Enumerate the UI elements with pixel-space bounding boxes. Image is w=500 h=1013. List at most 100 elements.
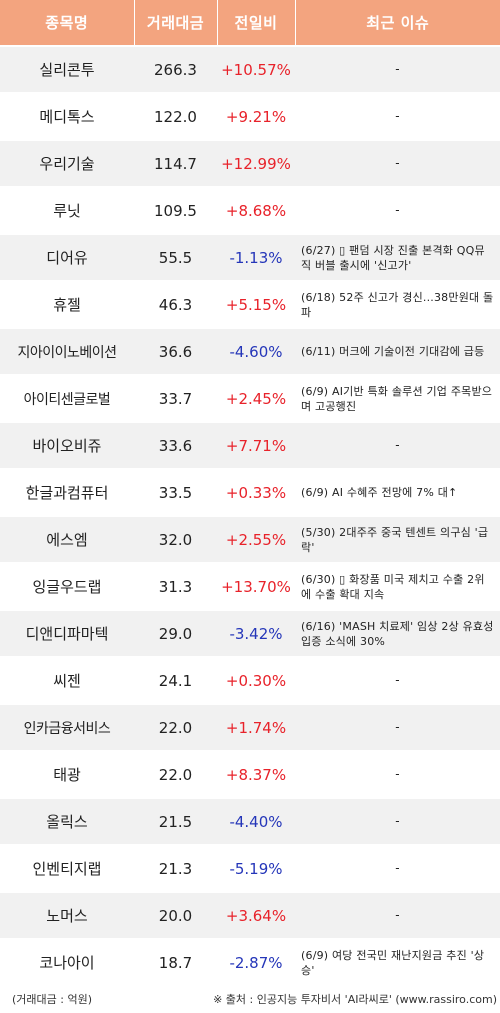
stock-table: 종목명 거래대금 전일비 최근 이슈 실리콘투 266.3 +10.57% - 메디톡스… — [0, 0, 500, 985]
trading-volume: 33.7 — [134, 374, 217, 422]
table-row[interactable]: 지아이이노베이션 36.6 -4.60% (6/11) 머크에 기술이전 기대감에 급… — [0, 327, 500, 375]
change-rate: -2.87% — [217, 938, 295, 985]
stock-name[interactable]: 노머스 — [0, 891, 134, 939]
change-rate: -5.19% — [217, 844, 295, 892]
table-row[interactable]: 루닛 109.5 +8.68% - — [0, 186, 500, 234]
change-rate: -1.13% — [217, 233, 295, 281]
header-change[interactable]: 전일비 — [217, 0, 296, 46]
trading-volume: 114.7 — [134, 139, 217, 187]
header-volume[interactable]: 거래대금 — [134, 0, 218, 46]
stock-name[interactable]: 지아이이노베이션 — [0, 327, 134, 375]
recent-issue: - — [295, 703, 500, 751]
stock-name[interactable]: 휴젤 — [0, 280, 134, 328]
issue-text: - — [395, 767, 400, 781]
table-footer: (거래대금 : 억원) ※ 출처 : 인공지능 투자비서 'AI라씨로' (ww… — [0, 985, 500, 1013]
change-rate: +2.55% — [217, 515, 295, 563]
change-rate: +0.30% — [217, 656, 295, 704]
table-row[interactable]: 아이티센글로벌 33.7 +2.45% (6/9) AI기반 특화 솔루션 기업 주목… — [0, 374, 500, 422]
recent-issue[interactable]: (6/27) ▯ 팬덤 시장 진출 본격화 QQ뮤직 버블 출시에 '신고가' — [295, 233, 500, 281]
recent-issue[interactable]: (6/16) 'MASH 치료제' 임상 2상 유효성 입증 소식에 30% — [295, 609, 500, 657]
table-row[interactable]: 인카금융서비스 22.0 +1.74% - — [0, 703, 500, 751]
recent-issue[interactable]: (6/9) 여당 전국민 재난지원금 추진 '상승' — [295, 938, 500, 985]
stock-name[interactable]: 인벤티지랩 — [0, 844, 134, 892]
issue-text: (6/27) ▯ 팬덤 시장 진출 본격화 QQ뮤직 버블 출시에 '신고가' — [301, 243, 485, 272]
header-issue[interactable]: 최근 이슈 — [295, 0, 500, 46]
table-row[interactable]: 인벤티지랩 21.3 -5.19% - — [0, 844, 500, 892]
trading-volume: 55.5 — [134, 233, 217, 281]
table-row[interactable]: 올릭스 21.5 -4.40% - — [0, 797, 500, 845]
trading-volume: 46.3 — [134, 280, 217, 328]
trading-volume: 122.0 — [134, 92, 217, 140]
source-note: ※ 출처 : 인공지능 투자비서 'AI라씨로' (www.rassiro.co… — [213, 993, 497, 1006]
trading-volume: 109.5 — [134, 186, 217, 234]
recent-issue[interactable]: (6/30) ▯ 화장품 미국 제치고 수출 2위에 수출 확대 지속 — [295, 562, 500, 610]
change-rate: +12.99% — [217, 139, 295, 187]
table-row[interactable]: 한글과컴퓨터 33.5 +0.33% (6/9) AI 수혜주 전망에 7% 대↑ — [0, 468, 500, 516]
stock-name[interactable]: 아이티센글로벌 — [0, 374, 134, 422]
stock-name[interactable]: 올릭스 — [0, 797, 134, 845]
recent-issue[interactable]: (6/18) 52주 신고가 경신...38만원대 돌파 — [295, 280, 500, 328]
recent-issue[interactable]: (6/11) 머크에 기술이전 기대감에 급등 — [295, 327, 500, 375]
stock-name[interactable]: 우리기술 — [0, 139, 134, 187]
table-row[interactable]: 휴젤 46.3 +5.15% (6/18) 52주 신고가 경신...38만원대 돌파 — [0, 280, 500, 328]
table-row[interactable]: 씨젠 24.1 +0.30% - — [0, 656, 500, 704]
table-row[interactable]: 에스엠 32.0 +2.55% (5/30) 2대주주 중국 텐센트 의구심 '급락' — [0, 515, 500, 563]
recent-issue: - — [295, 139, 500, 187]
change-rate: +0.33% — [217, 468, 295, 516]
stock-name[interactable]: 디어유 — [0, 233, 134, 281]
recent-issue: - — [295, 750, 500, 798]
trading-volume: 31.3 — [134, 562, 217, 610]
recent-issue[interactable]: (6/9) AI 수혜주 전망에 7% 대↑ — [295, 468, 500, 516]
issue-text: - — [395, 673, 400, 687]
table-row[interactable]: 태광 22.0 +8.37% - — [0, 750, 500, 798]
stock-name[interactable]: 루닛 — [0, 186, 134, 234]
trading-volume: 21.3 — [134, 844, 217, 892]
table-header-row: 종목명 거래대금 전일비 최근 이슈 — [0, 0, 500, 46]
change-rate: +13.70% — [217, 562, 295, 610]
issue-text: - — [395, 156, 400, 170]
stock-name[interactable]: 잉글우드랩 — [0, 562, 134, 610]
recent-issue[interactable]: (5/30) 2대주주 중국 텐센트 의구심 '급락' — [295, 515, 500, 563]
table-row[interactable]: 코나아이 18.7 -2.87% (6/9) 여당 전국민 재난지원금 추진 '상승' — [0, 938, 500, 985]
stock-name[interactable]: 한글과컴퓨터 — [0, 468, 134, 516]
stock-name[interactable]: 씨젠 — [0, 656, 134, 704]
issue-text: (6/9) AI기반 특화 솔루션 기업 주목받으며 고공행진 — [301, 384, 493, 413]
change-rate: +10.57% — [217, 45, 295, 93]
trading-volume: 22.0 — [134, 750, 217, 798]
stock-name[interactable]: 코나아이 — [0, 938, 134, 985]
table-row[interactable]: 바이오비쥬 33.6 +7.71% - — [0, 421, 500, 469]
stock-name[interactable]: 메디톡스 — [0, 92, 134, 140]
table-row[interactable]: 디앤디파마텍 29.0 -3.42% (6/16) 'MASH 치료제' 임상 2상 … — [0, 609, 500, 657]
table-row[interactable]: 실리콘투 266.3 +10.57% - — [0, 45, 500, 93]
table-row[interactable]: 디어유 55.5 -1.13% (6/27) ▯ 팬덤 시장 진출 본격화 QQ뮤직 … — [0, 233, 500, 281]
issue-text: - — [395, 438, 400, 452]
issue-text: (6/16) 'MASH 치료제' 임상 2상 유효성 입증 소식에 30% — [301, 619, 494, 648]
recent-issue: - — [295, 844, 500, 892]
stock-name[interactable]: 바이오비쥬 — [0, 421, 134, 469]
stock-name[interactable]: 에스엠 — [0, 515, 134, 563]
trading-volume: 18.7 — [134, 938, 217, 985]
table-row[interactable]: 노머스 20.0 +3.64% - — [0, 891, 500, 939]
table-row[interactable]: 메디톡스 122.0 +9.21% - — [0, 92, 500, 140]
stock-name[interactable]: 태광 — [0, 750, 134, 798]
recent-issue: - — [295, 92, 500, 140]
table-row[interactable]: 잉글우드랩 31.3 +13.70% (6/30) ▯ 화장품 미국 제치고 수출 2… — [0, 562, 500, 610]
unit-note: (거래대금 : 억원) — [12, 993, 93, 1006]
header-name[interactable]: 종목명 — [0, 0, 135, 46]
change-rate: +8.68% — [217, 186, 295, 234]
change-rate: +2.45% — [217, 374, 295, 422]
recent-issue: - — [295, 656, 500, 704]
stock-name[interactable]: 실리콘투 — [0, 45, 134, 93]
change-rate: +5.15% — [217, 280, 295, 328]
table-row[interactable]: 우리기술 114.7 +12.99% - — [0, 139, 500, 187]
trading-volume: 32.0 — [134, 515, 217, 563]
issue-text: - — [395, 861, 400, 875]
stock-name[interactable]: 인카금융서비스 — [0, 703, 134, 751]
issue-text: - — [395, 203, 400, 217]
change-rate: +9.21% — [217, 92, 295, 140]
issue-text: (6/9) 여당 전국민 재난지원금 추진 '상승' — [301, 948, 485, 977]
recent-issue[interactable]: (6/9) AI기반 특화 솔루션 기업 주목받으며 고공행진 — [295, 374, 500, 422]
issue-text: (6/11) 머크에 기술이전 기대감에 급등 — [301, 345, 485, 358]
trading-volume: 266.3 — [134, 45, 217, 93]
stock-name[interactable]: 디앤디파마텍 — [0, 609, 134, 657]
